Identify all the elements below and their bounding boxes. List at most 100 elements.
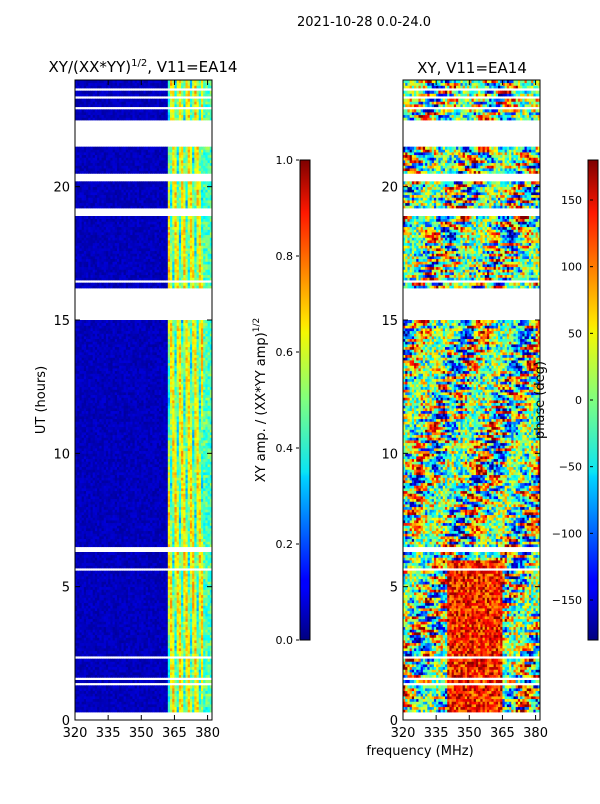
heatmap-cell [192, 576, 195, 580]
heatmap-cell [147, 589, 151, 593]
heatmap-cell [185, 637, 189, 641]
heatmap-cell [112, 704, 116, 708]
heatmap-cell [152, 624, 155, 628]
heatmap-cell [194, 698, 197, 702]
heatmap-cell [139, 616, 142, 620]
heatmap-cell [176, 658, 180, 662]
heatmap-cell [152, 600, 155, 604]
heatmap-cell [158, 565, 162, 569]
heatmap-cell [187, 698, 191, 702]
heatmap-cell [150, 706, 153, 710]
heatmap-cell [103, 688, 107, 692]
heatmap-cell [83, 573, 87, 577]
heatmap-cell [161, 640, 164, 644]
heatmap-cell [79, 634, 83, 638]
heatmap-cell [192, 621, 195, 625]
heatmap-cell [128, 669, 131, 673]
heatmap-cell [147, 586, 151, 590]
heatmap-cell [83, 688, 87, 692]
heatmap-cell [90, 578, 94, 582]
heatmap-cell [116, 602, 120, 606]
heatmap-cell [181, 701, 184, 705]
heatmap-cell [136, 709, 140, 713]
heatmap-cell [209, 586, 213, 590]
heatmap-cell [178, 570, 182, 574]
heatmap-cell [172, 600, 175, 604]
heatmap-cell [163, 528, 166, 532]
heatmap-cell [145, 626, 149, 630]
heatmap-cell [143, 584, 147, 588]
heatmap-cell [103, 650, 107, 654]
heatmap-cell [125, 706, 129, 710]
heatmap-cell [134, 538, 138, 542]
heatmap-cell [176, 629, 180, 633]
heatmap-cell [128, 565, 131, 569]
heatmap-cell [174, 680, 178, 684]
heatmap-cell [176, 688, 180, 692]
heatmap-cell [134, 661, 138, 665]
heatmap-cell [161, 520, 164, 524]
heatmap-cell [178, 624, 182, 628]
heatmap-cell [174, 573, 178, 577]
heatmap-cell [90, 512, 94, 516]
heatmap-cell [108, 696, 111, 700]
heatmap-cell [81, 554, 85, 558]
heatmap-cell [77, 600, 80, 604]
heatmap-cell [178, 581, 182, 585]
heatmap-cell [143, 520, 147, 524]
heatmap-cell [156, 605, 160, 609]
heatmap-cell [101, 520, 105, 524]
heatmap-cell [130, 605, 133, 609]
heatmap-cell [77, 597, 80, 601]
heatmap-cell [198, 688, 202, 692]
heatmap-cell [203, 653, 206, 657]
heatmap-cell [185, 706, 189, 710]
heatmap-cell [183, 637, 186, 641]
heatmap-cell [172, 554, 175, 558]
heatmap-cell [83, 696, 87, 700]
heatmap-cell [147, 618, 151, 622]
heatmap-cell [172, 688, 175, 692]
heatmap-cell [79, 653, 83, 657]
heatmap-cell [94, 658, 98, 662]
heatmap-cell [205, 608, 208, 612]
heatmap-cell [209, 618, 213, 622]
heatmap-cell [94, 669, 98, 673]
heatmap-cell [141, 570, 144, 574]
heatmap-cell [99, 621, 102, 625]
heatmap-cell [86, 544, 89, 548]
heatmap-cell [198, 672, 202, 676]
heatmap-cell [123, 693, 127, 697]
heatmap-cell [75, 533, 78, 537]
heatmap-cell [81, 701, 85, 705]
heatmap-cell [192, 570, 195, 574]
heatmap-cell [121, 690, 125, 694]
heatmap-cell [125, 613, 129, 617]
heatmap-cell [143, 592, 147, 596]
heatmap-cell [207, 506, 211, 510]
heatmap-cell [158, 626, 162, 630]
heatmap-cell [176, 706, 180, 710]
heatmap-cell [125, 544, 129, 548]
heatmap-cell [205, 514, 208, 518]
heatmap-cell [152, 621, 155, 625]
heatmap-cell [189, 530, 193, 534]
heatmap-cell [101, 632, 105, 636]
heatmap-cell [94, 605, 98, 609]
heatmap-cell [174, 512, 178, 516]
heatmap-cell [181, 584, 184, 588]
heatmap-cell [150, 517, 153, 521]
heatmap-cell [121, 581, 125, 585]
heatmap-cell [170, 685, 173, 689]
heatmap-cell [172, 637, 175, 641]
heatmap-cell [108, 538, 111, 542]
heatmap-cell [143, 709, 147, 713]
heatmap-cell [83, 626, 87, 630]
heatmap-cell [187, 570, 191, 574]
heatmap-cell [130, 669, 133, 673]
heatmap-cell [105, 602, 109, 606]
heatmap-cell [178, 573, 182, 577]
heatmap-cell [150, 640, 153, 644]
heatmap-cell [112, 685, 116, 689]
heatmap-cell [183, 560, 186, 564]
